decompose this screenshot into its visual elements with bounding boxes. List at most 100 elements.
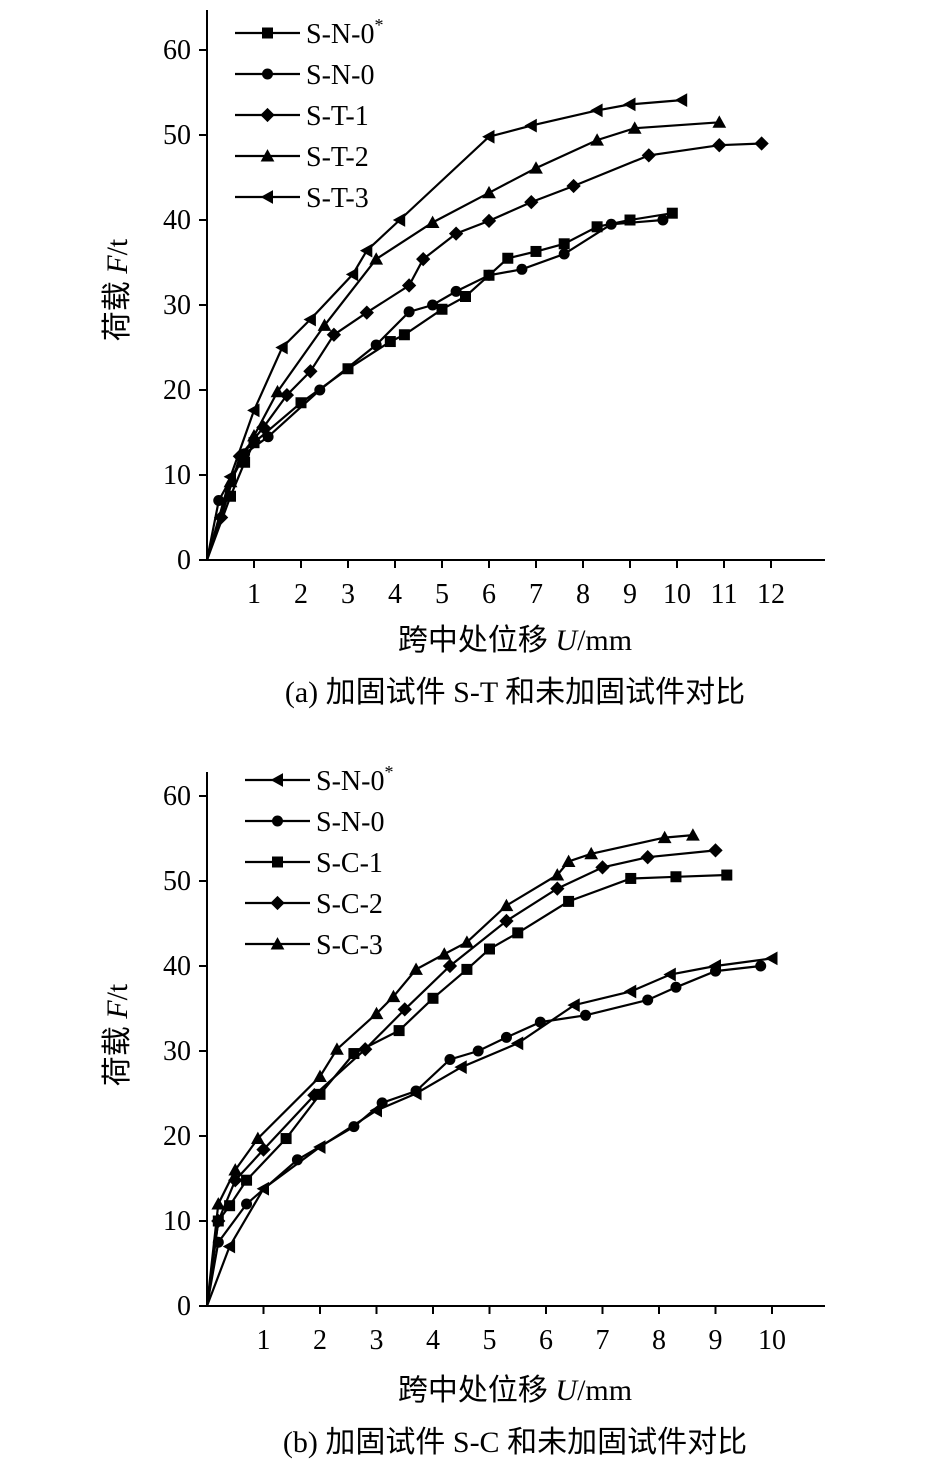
- chart-a-series-4-point: [247, 403, 260, 418]
- chart-b-series-2-point: [563, 895, 575, 907]
- chart-a-series-1-point: [516, 263, 528, 275]
- chart-a-series-3-point: [712, 115, 727, 128]
- chart-a-legend-label: S-N-0*: [306, 15, 383, 50]
- chart-a-series-2-point: [641, 148, 656, 163]
- chart-a-series-0: [205, 207, 678, 561]
- chart-a-series-2-point: [213, 510, 229, 525]
- chart-a-caption: (a) 加固试件 S-T 和未加固试件对比: [285, 676, 745, 709]
- chart-b-series-3-point: [640, 850, 655, 865]
- chart-a-legend-item-4: S-T-3: [235, 183, 369, 214]
- chart-a-series-3-point: [247, 429, 261, 442]
- chart-b-x-tick-label: 7: [596, 1325, 610, 1356]
- chart-a-x-tick-label: 1: [247, 579, 261, 610]
- chart-a-series-3-point: [627, 121, 642, 134]
- chart-a-series-1-point: [450, 285, 462, 297]
- chart-a-series-0-point: [295, 397, 307, 409]
- chart-a-legend-marker: [260, 190, 273, 204]
- chart-a-series-3-point: [590, 133, 604, 146]
- chart-b-legend-marker: [270, 937, 285, 950]
- chart-b-series-3-point: [256, 1142, 271, 1157]
- chart-b-series-4-point: [460, 935, 474, 948]
- chart-b-series-2-point: [461, 963, 473, 975]
- chart-b-series-1-point: [642, 994, 654, 1006]
- chart-a-series-1-point: [213, 495, 225, 506]
- chart-b-series-4-point: [657, 830, 672, 844]
- chart-b-legend-marker: [272, 856, 283, 868]
- chart-a-series-2-point: [401, 278, 417, 293]
- chart-a-series-0-point: [530, 245, 542, 257]
- chart-b-caption: (b) 加固试件 S-C 和未加固试件对比: [283, 1426, 747, 1459]
- chart-a-series-3-point: [425, 215, 440, 229]
- chart-a-series-4-point: [392, 213, 406, 227]
- chart-a-series-4-point: [275, 340, 288, 355]
- chart-b-series: [205, 828, 778, 1307]
- chart-b-series-1-point: [444, 1054, 456, 1065]
- chart-a-x-tick-label: 8: [576, 579, 590, 610]
- chart-a-series-0-point: [591, 221, 603, 233]
- chart-b-series-1-point: [472, 1045, 484, 1057]
- chart-b-y-tick-label: 50: [163, 866, 191, 897]
- chart-b-series-4-point: [499, 898, 514, 912]
- chart-a-x-tick-label: 6: [482, 579, 496, 610]
- chart-a-y-tick-label: 40: [163, 205, 191, 236]
- chart-b-series-2-point: [721, 869, 733, 881]
- chart-a-series-2-point: [754, 136, 769, 151]
- chart-a-series-2: [205, 136, 769, 561]
- chart-b-series-0-point: [765, 951, 778, 966]
- chart-b-series-2-point: [670, 871, 682, 883]
- chart-a-legend-item-0: S-N-0*: [235, 15, 383, 50]
- chart-a-series-3-line: [205, 121, 720, 561]
- chart-b-series-1-point: [670, 981, 682, 993]
- chart-a-x-tick-label: 12: [757, 579, 785, 610]
- chart-b-legend-label: S-C-2: [316, 889, 383, 920]
- chart-a-series-2-point: [416, 251, 431, 267]
- chart-a-y-tick-label: 60: [163, 35, 191, 66]
- chart-a-series-2-point: [524, 195, 539, 210]
- chart-b-series-3-point: [550, 881, 565, 896]
- chart-b-series-1-point: [710, 965, 721, 977]
- chart-a-legend-item-1: S-N-0: [235, 60, 374, 91]
- chart-a-y-tick-label: 20: [163, 375, 191, 406]
- chart-b-series-1-point: [534, 1016, 546, 1028]
- chart-b-series-2-point: [484, 943, 495, 955]
- chart-a-x-tick-label: 2: [294, 579, 308, 610]
- chart-b-y-tick-label: 40: [163, 951, 191, 982]
- chart-a-x-tick-label: 9: [623, 579, 637, 610]
- chart-b-series-0-point: [510, 1036, 524, 1051]
- chart-b-series-2-point: [280, 1133, 292, 1145]
- chart-a-legend-item-3: S-T-2: [235, 142, 369, 173]
- chart-b-series-2-point: [393, 1025, 405, 1037]
- chart-a-series-1-point: [483, 269, 495, 281]
- chart-b-series-0-point: [663, 967, 676, 982]
- chart-a-series-4: [205, 93, 688, 561]
- chart-a-x-axis-title: 跨中处位移 U/mm: [398, 624, 632, 657]
- chart-a-series-3-point: [529, 161, 543, 174]
- chart-a-series-0-point: [460, 291, 471, 302]
- chart-b-x-tick-label: 9: [709, 1325, 723, 1356]
- chart-a-series-4-point: [623, 97, 636, 112]
- chart-a-series-2-line: [205, 142, 762, 561]
- chart-a-series-1-point: [427, 299, 439, 311]
- chart-a-series-0-point: [384, 336, 396, 348]
- chart-b-series-1-point: [348, 1121, 360, 1133]
- chart-a-series-1-point: [605, 218, 617, 230]
- chart-b-series-2: [205, 869, 733, 1307]
- chart-b-series-2-point: [512, 927, 524, 939]
- chart-b-legend-marker: [270, 773, 283, 787]
- chart-a-series-1-point: [657, 214, 669, 226]
- chart-b-legend-label: S-N-0: [316, 807, 384, 838]
- chart-a-series-0-point: [624, 214, 636, 226]
- chart-b-series-1-point: [241, 1198, 253, 1210]
- chart-a-series-0-point: [558, 238, 570, 250]
- chart-a-series-4-line: [205, 99, 682, 561]
- chart-b-series-3-point: [499, 913, 514, 929]
- chart-a-series-2-point: [326, 327, 342, 342]
- chart-a-series-4-point: [482, 129, 495, 144]
- chart-b-series-0-point: [222, 1239, 236, 1254]
- chart-a-x-tick-label: 11: [711, 579, 738, 610]
- chart-a-series-4-point: [674, 93, 688, 108]
- chart-a-series-1-point: [370, 339, 382, 351]
- chart-a-series-1-point: [262, 431, 274, 443]
- chart-a-series-0-point: [502, 252, 514, 264]
